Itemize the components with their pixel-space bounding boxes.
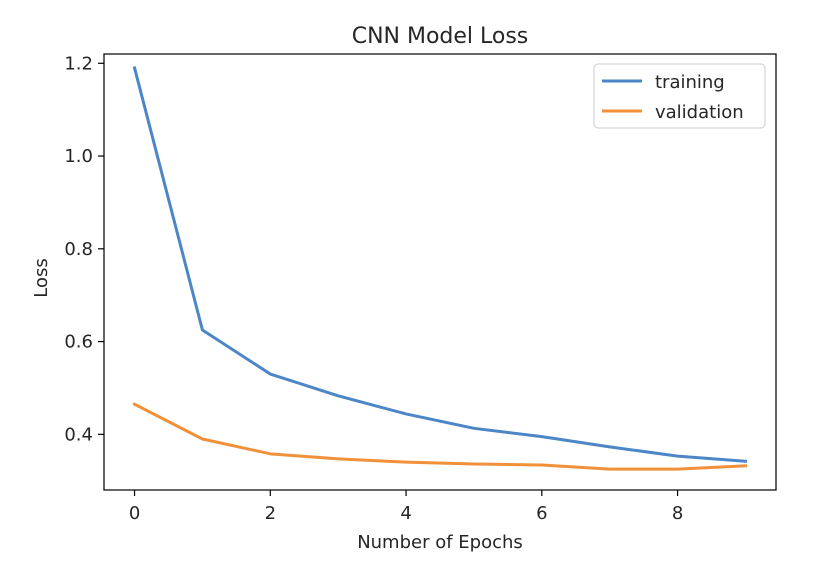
x-tick-label: 8 [672, 503, 683, 524]
series-line-validation [132, 402, 748, 471]
x-tick-label: 6 [536, 503, 547, 524]
x-tick-label: 4 [400, 503, 411, 524]
x-tick-label: 2 [265, 503, 276, 524]
legend-label-training: training [655, 72, 725, 93]
series-line-training [132, 66, 748, 463]
x-axis-label: Number of Epochs [357, 532, 523, 553]
legend-label-validation: validation [655, 102, 744, 123]
chart-title: CNN Model Loss [352, 24, 529, 49]
x-axis: 0 2 4 6 8 [129, 490, 683, 524]
y-tick-label: 0.6 [64, 332, 93, 353]
y-tick-label: 0.8 [64, 239, 93, 260]
legend: training validation [593, 63, 766, 129]
series-layer [132, 66, 748, 471]
y-tick-label: 1.0 [64, 146, 93, 167]
y-tick-label: 1.2 [64, 53, 93, 74]
x-tick-label: 0 [129, 503, 140, 524]
y-axis: 0.4 0.6 0.8 1.0 1.2 [64, 53, 104, 445]
y-axis-label: Loss [31, 258, 52, 297]
y-tick-label: 0.4 [64, 424, 93, 445]
